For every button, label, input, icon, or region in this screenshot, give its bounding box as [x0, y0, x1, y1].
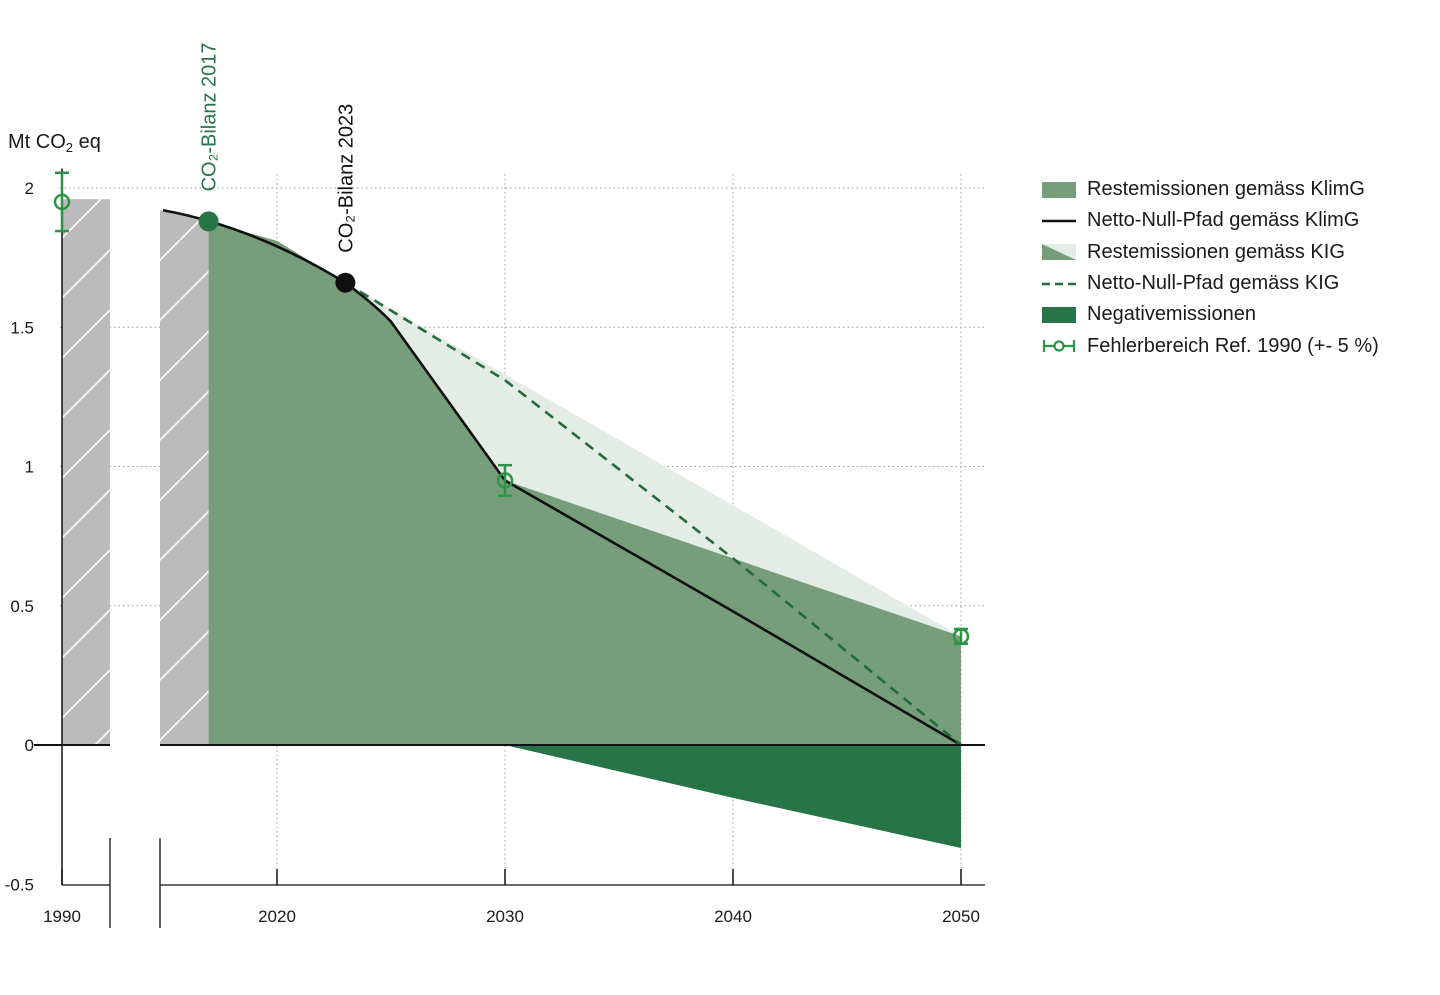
swatch-box	[1042, 306, 1076, 323]
chart-legend: Restemissionen gemäss KlimG Netto-Null-Pf…	[1042, 174, 1432, 362]
legend-swatch	[1042, 181, 1076, 198]
legend-item: Restemissionen gemäss KlimG	[1042, 174, 1432, 205]
legend-item: Netto-Null-Pfad gemäss KlimG	[1042, 205, 1432, 236]
legend-label: Netto-Null-Pfad gemäss KlimG	[1087, 209, 1360, 232]
legend-label: Restemissionen gemäss KIG	[1087, 240, 1345, 263]
y-tick-label-0: 0	[25, 736, 34, 755]
x-tick-label-2030: 2030	[486, 907, 524, 926]
x-tick-label-2020: 2020	[258, 907, 296, 926]
error-bar-point	[952, 628, 970, 645]
error-bar-1990	[53, 171, 71, 233]
legend-swatch	[1042, 306, 1076, 323]
legend-label: Fehlerbereich Ref. 1990 (+- 5 %)	[1087, 334, 1379, 357]
legend-swatch	[1042, 219, 1076, 223]
legend-label: Netto-Null-Pfad gemäss KIG	[1087, 272, 1340, 295]
restemissionen-klimg-area	[208, 221, 962, 746]
legend-item: Fehlerbereich Ref. 1990 (+- 5 %)	[1042, 330, 1432, 361]
historical-area	[160, 210, 209, 745]
error-bar-point	[53, 193, 71, 211]
legend-swatch	[1042, 340, 1076, 353]
error-bar-2050	[952, 627, 970, 646]
marker-2023	[335, 272, 356, 293]
swatch-box	[1042, 181, 1076, 198]
y-tick-label-1.5: 1.5	[10, 318, 34, 337]
legend-swatch	[1042, 282, 1076, 285]
x-tick-label-2040: 2040	[714, 907, 752, 926]
netto-null-kig-line	[344, 281, 962, 747]
legend-item: Netto-Null-Pfad gemäss KIG	[1042, 268, 1432, 299]
labels: 1990 2020 2030 2040 2050 2 1.5 1 0.5 0 -0.5 Mt CO2 …	[5, 42, 980, 926]
error-bar-point	[496, 472, 514, 489]
historical-1990-bar	[62, 199, 110, 745]
y-tick-label-1: 1	[25, 458, 34, 477]
legend-label: Negativemissionen	[1087, 303, 1256, 326]
legend-swatch	[1042, 244, 1076, 261]
x-tick-label-1990: 1990	[43, 907, 81, 926]
y-tick-label-0.5: 0.5	[10, 597, 34, 616]
marker-label-2023: CO₂-Bilanz 2023	[335, 104, 357, 253]
error-bar-2030	[496, 463, 514, 497]
legend-item: Negativemissionen	[1042, 299, 1432, 330]
restemissionen-kig-area	[345, 282, 961, 637]
y-tick-label-2: 2	[25, 179, 34, 198]
legend-label: Restemissionen gemäss KlimG	[1087, 178, 1365, 201]
areas	[62, 199, 962, 849]
marker-2017	[198, 211, 219, 232]
axes	[34, 168, 985, 928]
y-tick-label--0.5: -0.5	[5, 875, 34, 894]
negativemissionen-area	[505, 745, 961, 849]
swatch-tri	[1042, 244, 1076, 261]
markers	[53, 171, 970, 646]
legend-item: Restemissionen gemäss KIG	[1042, 237, 1432, 268]
swatch-err-point	[1053, 340, 1065, 352]
x-tick-label-2050: 2050	[942, 907, 980, 926]
y-axis-label: Mt CO2 eq	[8, 131, 101, 155]
marker-label-2017: CO₂-Bilanz 2017	[199, 42, 221, 191]
